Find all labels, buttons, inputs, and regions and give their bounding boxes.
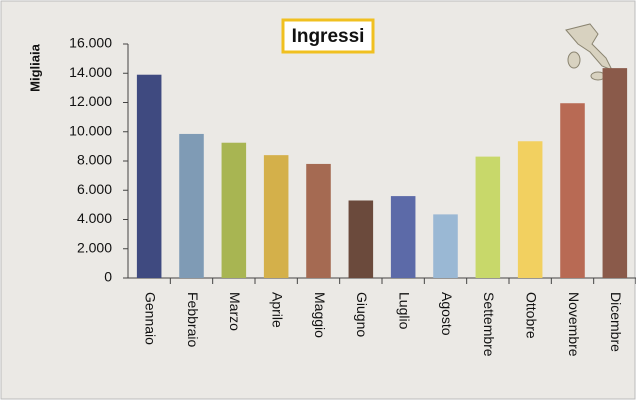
y-tick-label: 2.000 — [77, 239, 112, 255]
italy-icon — [565, 23, 614, 81]
x-tick-label: Novembre — [566, 292, 582, 357]
bar — [221, 142, 247, 278]
y-axis-label: Migliaia — [27, 43, 42, 91]
bar — [433, 214, 458, 278]
y-tick-label: 10.000 — [69, 122, 112, 138]
y-tick-label: 0 — [104, 269, 112, 285]
bar — [560, 103, 585, 278]
bar — [517, 141, 543, 278]
x-tick-label: Agosto — [439, 292, 455, 336]
x-tick-label: Settembre — [481, 292, 497, 357]
y-tick-label: 14.000 — [69, 64, 112, 80]
bar — [136, 74, 162, 279]
x-tick-label: Maggio — [312, 292, 328, 338]
chart-title: Ingressi — [292, 26, 365, 47]
bar — [475, 156, 501, 278]
bar — [348, 200, 374, 278]
y-tick-label: 4.000 — [77, 210, 112, 226]
y-tick-label: 16.000 — [69, 35, 112, 51]
x-tick-label: Aprile — [269, 292, 285, 328]
x-tick-label: Luglio — [396, 292, 412, 330]
x-tick-label: Febbraio — [185, 292, 201, 347]
y-tick-label: 12.000 — [69, 93, 112, 109]
y-tick-label: 6.000 — [77, 181, 112, 197]
bar — [263, 155, 289, 278]
x-tick-label: Gennaio — [142, 292, 158, 345]
x-tick-label: Ottobre — [523, 292, 539, 339]
bar — [179, 133, 204, 278]
bar — [306, 163, 331, 278]
x-tick-label: Marzo — [227, 292, 243, 331]
x-tick-label: Giugno — [354, 292, 370, 337]
y-tick-label: 8.000 — [77, 152, 112, 168]
bar — [602, 68, 628, 278]
bar — [390, 196, 416, 278]
title-box — [281, 18, 375, 54]
x-tick-label: Dicembre — [608, 292, 624, 352]
